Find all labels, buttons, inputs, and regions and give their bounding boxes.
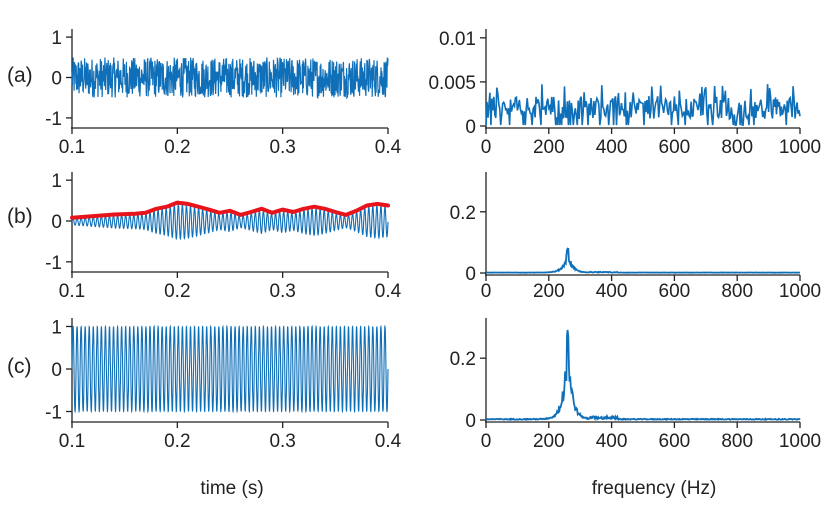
y-tick-label: -1 (45, 253, 62, 274)
x-tick-label: 0 (481, 281, 492, 302)
x-tick-label: 1000 (779, 137, 821, 158)
sine-signal-line (71, 324, 389, 414)
chart-a-frequency: 0 0.005 0.01 0 200 400 600 800 1000 (428, 29, 821, 158)
x-tick-label: 0.1 (59, 281, 85, 302)
spectrum-peak-line (485, 329, 801, 422)
panel-label-a: (a) (7, 64, 33, 87)
chart-a-time: -1 0 1 0.1 0.2 0.3 0.4 (45, 28, 402, 158)
spectrum-peak-line (486, 247, 800, 274)
x-tick-label: 600 (659, 281, 691, 302)
x-tick-label: 0.4 (375, 431, 402, 452)
x-tick-label: 400 (596, 431, 628, 452)
chart-b-time: -1 0 1 0.1 0.2 0.3 0.4 (45, 171, 402, 302)
x-tick-label: 0.1 (59, 431, 85, 452)
y-tick-label: -1 (45, 403, 62, 424)
noise-signal-line (71, 57, 389, 100)
chart-c-time: -1 0 1 0.1 0.2 0.3 0.4 (45, 318, 402, 453)
y-tick-label: 0.2 (450, 349, 476, 370)
x-tick-label: 0.3 (269, 431, 295, 452)
x-tick-label: 0.4 (375, 137, 402, 158)
x-tick-label: 0.2 (164, 431, 190, 452)
x-tick-label: 0 (481, 431, 492, 452)
y-tick-label: 0 (465, 117, 476, 138)
x-tick-label: 0.3 (269, 137, 295, 158)
x-tick-label: 0.2 (164, 281, 190, 302)
y-tick-label: 1 (51, 171, 62, 192)
y-tick-label: 1 (51, 318, 62, 339)
x-tick-label: 200 (533, 137, 565, 158)
y-tick-label: 0 (51, 69, 62, 90)
frequency-axis-title: frequency (Hz) (592, 478, 717, 499)
chart-b-frequency: 0 0.2 0 200 400 600 800 1000 (450, 172, 821, 302)
x-tick-label: 800 (721, 431, 753, 452)
x-tick-label: 1000 (779, 281, 821, 302)
panel-label-b: (b) (7, 205, 33, 228)
x-tick-label: 0.4 (375, 281, 402, 302)
x-tick-label: 0 (481, 137, 492, 158)
y-tick-label: 0.2 (450, 203, 476, 224)
y-tick-label: -1 (45, 109, 62, 130)
chart-c-frequency: 0 0.2 0 200 400 600 800 1000 (450, 318, 821, 452)
x-tick-label: 800 (721, 137, 753, 158)
x-tick-label: 0.2 (164, 137, 190, 158)
x-tick-label: 200 (533, 281, 565, 302)
x-tick-label: 200 (533, 431, 565, 452)
y-tick-label: 0 (465, 264, 476, 285)
y-tick-label: 0 (51, 360, 62, 381)
time-axis-title: time (s) (200, 478, 263, 499)
x-tick-label: 400 (596, 281, 628, 302)
envelope-line (70, 200, 390, 220)
y-tick-label: 0.01 (439, 29, 476, 50)
x-tick-label: 600 (659, 431, 691, 452)
y-tick-label: 0.005 (428, 73, 476, 94)
x-tick-label: 1000 (779, 431, 821, 452)
x-tick-label: 0.1 (59, 137, 85, 158)
y-tick-label: 1 (51, 28, 62, 49)
x-tick-label: 800 (721, 281, 753, 302)
spectrum-line (485, 84, 801, 127)
x-tick-label: 0.3 (269, 281, 295, 302)
x-tick-label: 400 (596, 137, 628, 158)
modulated-signal-line (71, 203, 389, 241)
panel-label-c: (c) (7, 355, 32, 378)
x-tick-label: 600 (659, 137, 691, 158)
y-tick-label: 0 (465, 411, 476, 432)
y-tick-label: 0 (51, 212, 62, 233)
